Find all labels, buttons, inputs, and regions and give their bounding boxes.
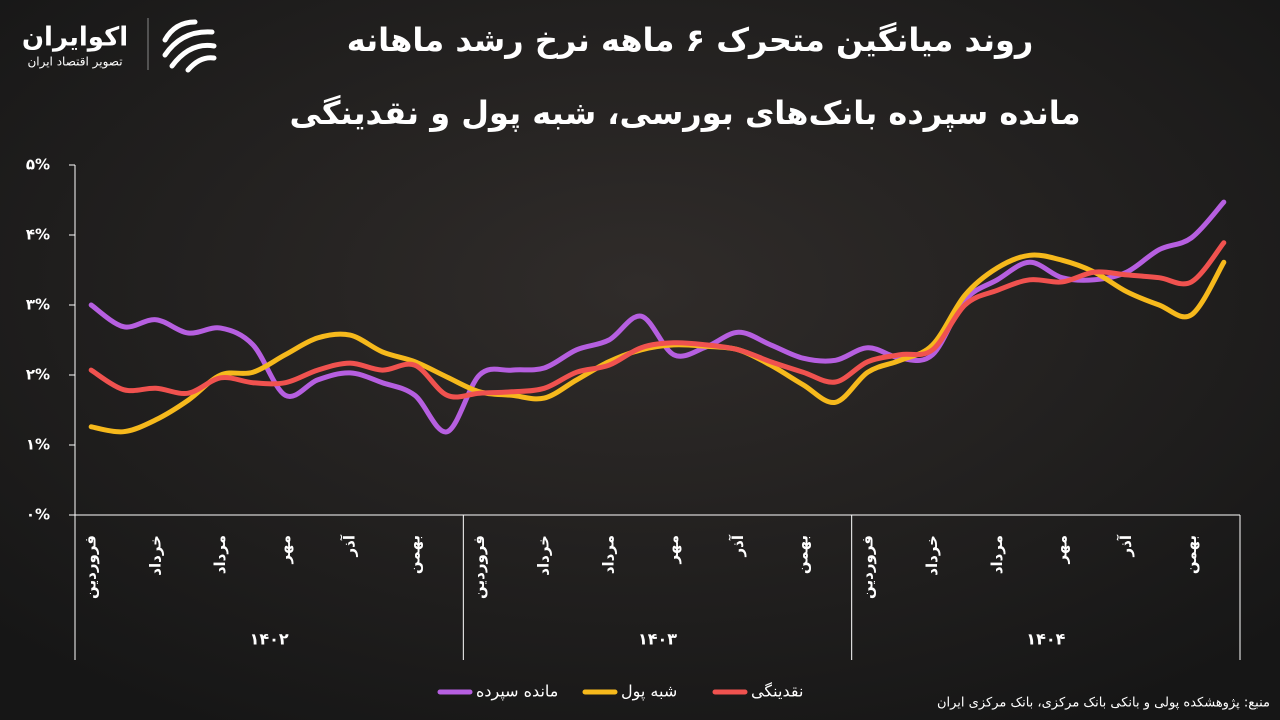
x-tick-label: آذر <box>729 534 747 557</box>
x-tick-label: فروردین <box>470 535 488 599</box>
logo-tagline: تصویر اقتصاد ایران <box>27 55 122 70</box>
group-label: ۱۴۰۳ <box>638 630 677 649</box>
legend-label: مانده سپرده <box>476 682 558 702</box>
x-tick-label: بهمن <box>405 535 423 574</box>
y-tick-label: ۰% <box>26 506 50 524</box>
x-tick-label: خرداد <box>146 535 164 576</box>
series-line <box>88 240 1227 400</box>
y-tick-label: ۲% <box>26 366 50 384</box>
group-label: ۱۴۰۴ <box>1026 630 1065 649</box>
chart-subtitle: مانده سپرده بانک‌های بورسی، شبه پول و نق… <box>289 94 1080 132</box>
x-tick-label: مهر <box>276 535 294 565</box>
x-tick-label: بهمن <box>1182 535 1200 574</box>
x-tick-label: خرداد <box>923 535 941 576</box>
y-tick-label: ۳% <box>26 296 50 314</box>
x-tick-label: خرداد <box>535 535 553 576</box>
x-tick-label: مهر <box>1053 535 1071 565</box>
y-tick-label: ۴% <box>26 226 50 244</box>
x-tick-label: مرداد <box>988 535 1006 574</box>
source: منبع: پژوهشکده پولی و بانکی بانک مرکزی، … <box>937 696 1270 711</box>
x-tick-label: مرداد <box>599 535 617 574</box>
x-tick-label: بهمن <box>794 535 812 574</box>
legend-label: نقدینگی <box>751 682 803 701</box>
logo-name: اکوایران <box>22 23 128 53</box>
chart-title: روند میانگین متحرک ۶ ماهه نرخ رشد ماهانه <box>347 21 1034 59</box>
y-tick-label: ۱% <box>26 436 50 454</box>
x-tick-label: مرداد <box>211 535 229 574</box>
series-line <box>88 199 1227 435</box>
x-tick-label: فروردین <box>858 535 876 599</box>
group-label: ۱۴۰۲ <box>250 630 289 649</box>
logo-icon <box>162 19 217 73</box>
x-tick-label: فروردین <box>82 535 100 599</box>
y-tick-label: ۵% <box>26 156 50 174</box>
x-tick-label: آذر <box>1117 534 1135 557</box>
x-tick-label: آذر <box>341 534 359 557</box>
x-tick-label: مهر <box>664 535 682 565</box>
legend-label: شبه پول <box>621 682 677 702</box>
